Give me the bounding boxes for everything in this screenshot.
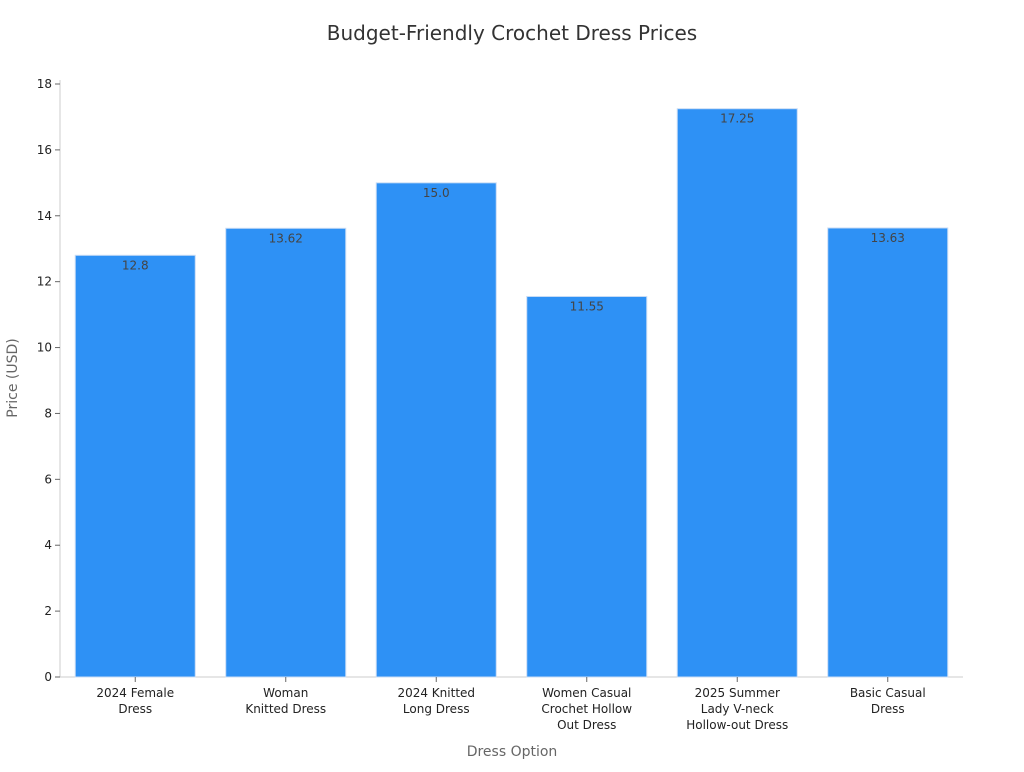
bar — [375, 182, 497, 678]
y-tick-label: 2 — [44, 604, 52, 618]
bar — [827, 227, 949, 678]
bar — [74, 254, 196, 678]
bar-value-label: 12.8 — [122, 258, 149, 272]
bar-value-label: 13.63 — [871, 231, 905, 245]
bar — [676, 108, 798, 678]
x-tick-label: Dress — [871, 702, 905, 716]
x-tick-label: Crochet Hollow — [541, 702, 632, 716]
y-tick-label: 16 — [37, 143, 52, 157]
y-tick-label: 8 — [44, 406, 52, 420]
x-axis-label: Dress Option — [467, 744, 558, 760]
bar — [526, 295, 648, 678]
x-tick-label: Basic Casual — [850, 686, 926, 700]
plot-area: 0 2 4 6 8 10 12 14 16 18 12.8 2024 Female Dress 13.62… — [37, 77, 963, 732]
y-tick-label: 18 — [37, 77, 52, 91]
y-tick-label: 0 — [44, 670, 52, 684]
x-tick-label: Women Casual — [542, 686, 631, 700]
x-tick-label: Lady V-neck — [701, 702, 774, 716]
x-tick-label: 2025 Summer — [695, 686, 780, 700]
y-tick-label: 12 — [37, 275, 52, 289]
bar-value-label: 15.0 — [423, 186, 450, 200]
y-tick-label: 6 — [44, 472, 52, 486]
y-tick-label: 14 — [37, 209, 52, 223]
y-tick-label: 10 — [37, 341, 52, 355]
chart-title: Budget-Friendly Crochet Dress Prices — [327, 21, 697, 45]
y-tick-label: 4 — [44, 538, 52, 552]
x-tick-label: 2024 Female — [96, 686, 174, 700]
bar-value-label: 11.55 — [570, 299, 604, 313]
x-tick-label: Long Dress — [403, 702, 470, 716]
x-tick-label: 2024 Knitted — [397, 686, 475, 700]
y-axis-label: Price (USD) — [5, 338, 21, 417]
bar-value-label: 13.62 — [269, 231, 303, 245]
x-tick-label: Woman — [263, 686, 308, 700]
x-tick-label: Knitted Dress — [245, 702, 326, 716]
x-tick-label: Hollow-out Dress — [686, 718, 788, 732]
x-tick-label: Out Dress — [557, 718, 616, 732]
bar — [225, 227, 347, 678]
x-tick-label: Dress — [118, 702, 152, 716]
bar-value-label: 17.25 — [720, 112, 754, 126]
